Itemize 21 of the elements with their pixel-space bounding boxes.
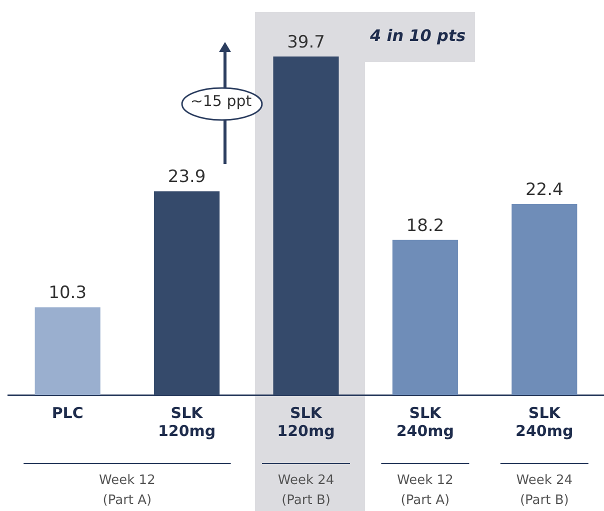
x-tick-label: SLK 120mg [277, 404, 335, 440]
bar [392, 240, 458, 395]
text: Week 12 (Part A) [99, 473, 156, 508]
data-label: 22.4 [525, 180, 564, 200]
data-label: 10.3 [48, 283, 87, 304]
bar [154, 191, 220, 395]
text: Week 24 (Part B) [278, 473, 334, 508]
x-tick-label: PLC [52, 404, 84, 422]
annotation: ~15 ppt [189, 92, 253, 110]
x-tick-label: SLK 240mg [516, 404, 574, 440]
bar [34, 307, 100, 395]
bar [512, 204, 578, 395]
text: 4 in 10 pts [370, 26, 466, 45]
x-tick-label: SLK 120mg [158, 404, 216, 440]
bar [273, 56, 339, 395]
x-tick-label: SLK 240mg [396, 404, 454, 440]
text: Week 24 (Part B) [516, 473, 573, 508]
data-label: 23.9 [168, 167, 206, 188]
text: Week 12 (Part A) [397, 473, 454, 508]
data-label: 18.2 [406, 216, 444, 236]
data-label: 39.7 [287, 32, 325, 52]
